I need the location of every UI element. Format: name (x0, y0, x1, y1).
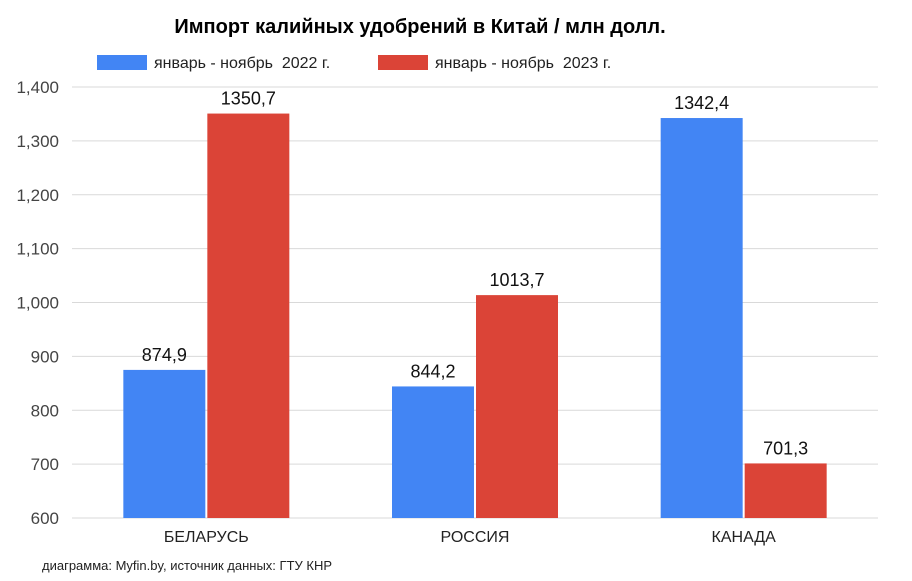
source-note: диаграмма: Myfin.by, источник данных: ГТ… (42, 558, 332, 573)
x-category-label: КАНАДА (712, 529, 777, 546)
legend-label-2023: январь - ноябрь 2023 г. (435, 55, 611, 72)
bar-2022 (660, 118, 743, 519)
y-tick-label: 900 (31, 347, 59, 366)
data-label: 1350,7 (221, 89, 276, 109)
data-label: 1342,4 (674, 93, 729, 113)
y-tick-label: 1,100 (16, 240, 59, 259)
data-label: 1013,7 (489, 270, 544, 290)
bar-2022 (392, 386, 474, 518)
legend-swatch-2023 (378, 55, 428, 70)
chart-title: Импорт калийных удобрений в Китай / млн … (174, 16, 665, 38)
y-tick-label: 1,000 (16, 294, 59, 313)
x-category-label: БЕЛАРУСЬ (164, 529, 249, 546)
y-tick-label: 1,300 (16, 132, 59, 151)
y-tick-label: 800 (31, 401, 59, 420)
y-tick-label: 600 (31, 509, 59, 528)
x-category-label: РОССИЯ (441, 529, 510, 546)
bar-2022 (123, 369, 206, 518)
data-label: 844,2 (410, 361, 455, 381)
bar-2023 (476, 295, 558, 518)
x-axis-categories: БЕЛАРУСЬ РОССИЯ КАНАДА (164, 529, 776, 546)
data-labels: 874,9 1350,7 844,2 1013,7 1342,4 701,3 (142, 89, 808, 459)
gridlines (72, 86, 878, 519)
bars (123, 113, 827, 519)
legend: январь - ноябрь 2022 г. январь - ноябрь … (97, 55, 611, 72)
y-axis-ticks: 600 700 800 900 1,000 1,100 1,200 1,300 1,400 (16, 78, 59, 528)
data-label: 701,3 (763, 438, 808, 458)
data-label: 874,9 (142, 345, 187, 365)
y-tick-label: 700 (31, 455, 59, 474)
legend-swatch-2022 (97, 55, 147, 70)
bar-2023 (744, 463, 827, 518)
y-tick-label: 1,200 (16, 186, 59, 205)
legend-label-2022: январь - ноябрь 2022 г. (154, 55, 330, 72)
bar-2023 (207, 113, 290, 519)
y-tick-label: 1,400 (16, 78, 59, 97)
